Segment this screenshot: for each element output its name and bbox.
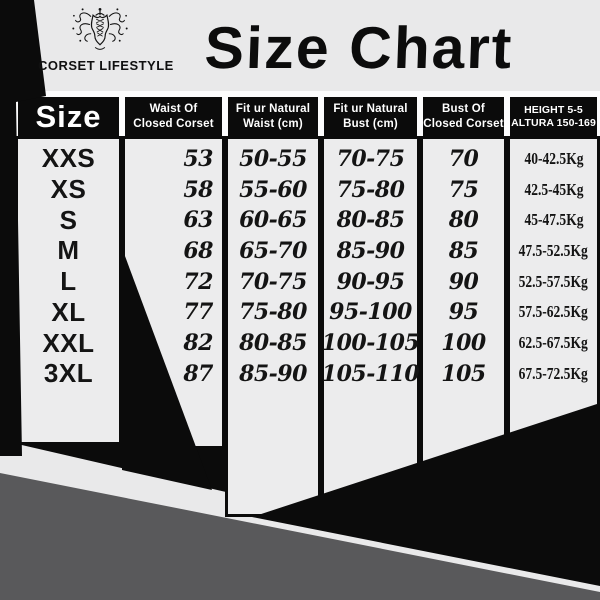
brand-name: CORSET LIFESTYLE	[38, 58, 174, 73]
cell-natural-bust-l: 90-95	[336, 268, 405, 295]
cell-height-weight-m: 47.5-52.5Kg	[510, 236, 597, 267]
cell-waist-closed-3xl: 87	[183, 360, 213, 387]
cell-waist-closed-s: 63	[183, 207, 213, 234]
cell-value: 45-47.5Kg	[523, 210, 584, 230]
cell-height-weight-xxs: 40-42.5Kg	[510, 144, 597, 175]
cell-natural-waist-xl: 75-80	[239, 299, 307, 326]
column-header-natural-waist: Fit ur Natural Waist (cm)	[228, 97, 318, 136]
cell-bust-closed-s: 80	[448, 207, 479, 234]
cell-natural-bust-xxl: 100-105	[321, 330, 420, 357]
cell-value: 52.5-57.5Kg	[518, 271, 589, 291]
column-header-label: Waist Of	[149, 103, 198, 116]
column-header-label: Bust (cm)	[343, 117, 398, 130]
column-header-label: Closed Corset	[423, 117, 504, 130]
cell-height-weight-3xl: 67.5-72.5Kg	[510, 358, 597, 389]
column-header-label: Fit ur Natural	[235, 103, 311, 116]
cell-natural-bust-xxs: 70-75	[336, 145, 405, 172]
cell-height-weight-xs: 42.5-45Kg	[510, 174, 597, 205]
column-header-label: HEIGHT 5-5	[524, 103, 583, 116]
cell-natural-waist-s: 60-65	[239, 207, 307, 234]
flourish-left	[72, 8, 92, 42]
cell-waist-closed-l: 72	[183, 268, 213, 295]
cell-size-xxl: XXL	[42, 327, 95, 358]
cell-natural-waist-3xl: 85-90	[239, 360, 307, 387]
cell-waist-closed-xxl: 82	[183, 330, 213, 357]
column-header-label: Waist (cm)	[243, 117, 303, 130]
cell-natural-bust-3xl: 105-110	[321, 360, 420, 387]
cell-value: 47.5-52.5Kg	[518, 240, 589, 260]
cell-size-xs: XS	[50, 174, 87, 205]
page-title: Size Chart	[203, 15, 515, 81]
cell-waist-closed-xl: 77	[183, 299, 213, 326]
cell-height-weight-xl: 57.5-62.5Kg	[510, 297, 597, 328]
cell-bust-closed-l: 90	[448, 268, 479, 295]
cell-bust-closed-xxs: 70	[448, 145, 479, 172]
cell-waist-closed-xxs: 53	[183, 145, 213, 172]
cell-natural-waist-xxs: 50-55	[239, 145, 307, 172]
cell-height-weight-xxl: 62.5-67.5Kg	[510, 328, 597, 359]
cell-waist-closed-m: 68	[183, 237, 213, 264]
cell-value: 40-42.5Kg	[523, 148, 584, 168]
column-header-waist-closed: Waist Of Closed Corset	[125, 97, 222, 136]
column-header-label: Fit ur Natural	[333, 103, 408, 116]
cell-natural-waist-l: 70-75	[239, 268, 307, 295]
cell-size-l: L	[60, 266, 77, 297]
cell-natural-bust-s: 80-85	[336, 207, 405, 234]
column-header-height-weight: HEIGHT 5-5 ALTURA 150-169	[510, 97, 597, 136]
cell-bust-closed-xxl: 100	[441, 330, 486, 357]
column-header-label: ALTURA 150-169	[511, 116, 596, 129]
cell-size-s: S	[59, 204, 78, 235]
cell-natural-bust-xs: 75-80	[336, 176, 405, 203]
column-header-label: Bust Of	[442, 103, 485, 116]
cell-height-weight-s: 45-47.5Kg	[510, 205, 597, 236]
cell-value: 57.5-62.5Kg	[518, 302, 589, 322]
cell-bust-closed-3xl: 105	[441, 360, 486, 387]
cell-size-m: M	[57, 235, 80, 266]
cell-size-3xl: 3XL	[43, 358, 94, 389]
cell-value: 42.5-45Kg	[523, 179, 584, 199]
cell-natural-bust-xl: 95-100	[329, 299, 412, 326]
cell-size-xl: XL	[51, 296, 86, 327]
cell-natural-waist-m: 65-70	[239, 237, 307, 264]
cell-natural-waist-xs: 55-60	[239, 176, 307, 203]
column-header-natural-bust: Fit ur Natural Bust (cm)	[324, 97, 417, 136]
cell-waist-closed-xs: 58	[183, 176, 213, 203]
column-header-label: Size	[35, 98, 102, 134]
cell-size-xxs: XXS	[41, 143, 96, 174]
cell-bust-closed-xl: 95	[448, 299, 479, 326]
cell-height-weight-l: 52.5-57.5Kg	[510, 266, 597, 297]
column-header-label: Closed Corset	[133, 117, 214, 130]
cell-bust-closed-m: 85	[448, 237, 479, 264]
corset-icon	[72, 7, 128, 50]
cell-bust-closed-xs: 75	[448, 176, 479, 203]
cell-value: 67.5-72.5Kg	[518, 363, 589, 383]
column-header-size: Size	[18, 97, 119, 136]
column-header-bust-closed: Bust Of Closed Corset	[423, 97, 504, 136]
cell-value: 62.5-67.5Kg	[518, 333, 589, 353]
cell-natural-bust-m: 85-90	[336, 237, 405, 264]
cell-natural-waist-xxl: 80-85	[239, 330, 307, 357]
flourish-right	[108, 8, 128, 42]
